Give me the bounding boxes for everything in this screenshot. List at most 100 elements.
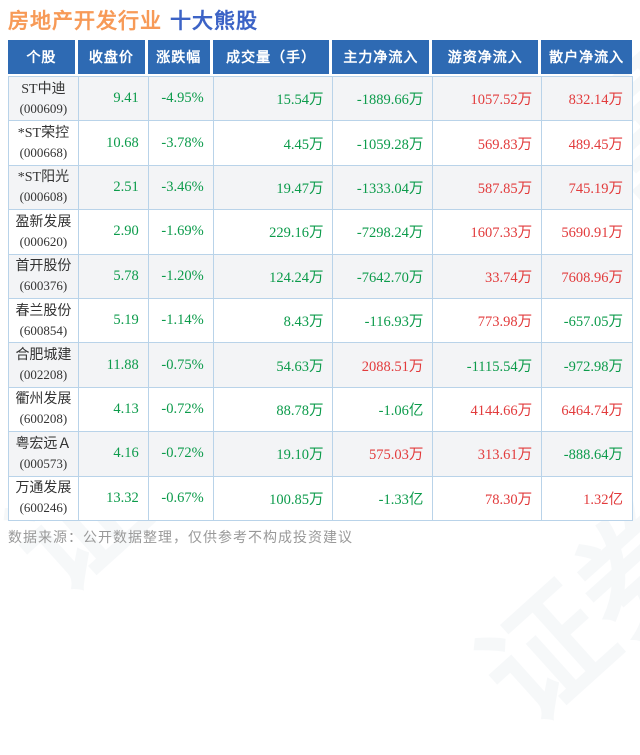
close-price: 13.32 <box>78 476 149 521</box>
stock-name: *ST阳光 <box>17 170 70 186</box>
table-row: 衢州发展 (600208) 4.13 -0.72% 88.78万 -1.06亿 … <box>9 387 634 433</box>
stock-cell: 合肥城建 (002208) <box>9 343 79 388</box>
change-percent: -1.20% <box>148 254 214 299</box>
hot-money-net-inflow: 4144.66万 <box>433 387 543 433</box>
volume: 19.47万 <box>213 165 334 211</box>
hot-money-net-inflow: 33.74万 <box>433 254 543 299</box>
change-percent: -0.72% <box>148 387 214 433</box>
stock-code: (600208) <box>19 411 68 427</box>
hot-money-net-inflow: 78.30万 <box>433 476 543 521</box>
col-header-main-inflow: 主力净流入 <box>332 40 433 74</box>
main-net-inflow: -7298.24万 <box>333 210 434 255</box>
close-price: 2.90 <box>78 210 149 255</box>
title-topic: 十大熊股 <box>170 10 258 33</box>
stock-code: (600376) <box>19 278 68 294</box>
main-net-inflow: 575.03万 <box>333 432 434 477</box>
close-price: 9.41 <box>78 77 149 122</box>
col-header-volume: 成交量（手） <box>212 40 333 74</box>
main-net-inflow: -1889.66万 <box>333 77 434 122</box>
stock-name: 合肥城建 <box>15 348 72 364</box>
stock-code: (600246) <box>19 500 68 516</box>
col-header-stock: 个股 <box>8 40 78 74</box>
stock-name: 衢州发展 <box>15 392 72 408</box>
table-row: 粤宏远Ａ (000573) 4.16 -0.72% 19.10万 575.03万… <box>9 432 634 477</box>
retail-net-inflow: -888.64万 <box>542 432 634 477</box>
table-row: ST中迪 (000609) 9.41 -4.95% 15.54万 -1889.6… <box>9 77 634 122</box>
stock-name: 春兰股份 <box>15 303 72 319</box>
retail-net-inflow: 489.45万 <box>542 121 634 166</box>
hot-money-net-inflow: 773.98万 <box>433 298 543 344</box>
stock-cell: *ST阳光 (000608) <box>9 165 79 211</box>
data-source-disclaimer: 数据来源：公开数据整理，仅供参考不构成投资建议 <box>8 529 353 545</box>
close-price: 5.19 <box>78 298 149 344</box>
close-price: 10.68 <box>78 121 149 166</box>
col-header-hot-money-inflow: 游资净流入 <box>432 40 542 74</box>
close-price: 11.88 <box>78 343 149 388</box>
main-net-inflow: 2088.51万 <box>333 343 434 388</box>
change-percent: -3.78% <box>148 121 214 166</box>
volume: 124.24万 <box>213 254 334 299</box>
table-row: 合肥城建 (002208) 11.88 -0.75% 54.63万 2088.5… <box>9 343 634 388</box>
main-net-inflow: -7642.70万 <box>333 254 434 299</box>
stock-code: (600854) <box>19 322 68 338</box>
volume: 8.43万 <box>213 298 334 344</box>
stock-cell: 春兰股份 (600854) <box>9 298 79 344</box>
stock-cell: 万通发展 (600246) <box>9 476 79 521</box>
table-row: *ST阳光 (000608) 2.51 -3.46% 19.47万 -1333.… <box>9 165 634 211</box>
table-header-row: 个股 收盘价 涨跌幅 成交量（手） 主力净流入 游资净流入 散户净流入 <box>8 40 632 74</box>
hot-money-net-inflow: 1607.33万 <box>433 210 543 255</box>
volume: 88.78万 <box>213 387 334 433</box>
stock-cell: ST中迪 (000609) <box>9 77 79 122</box>
volume: 54.63万 <box>213 343 334 388</box>
stock-code: (002208) <box>19 367 68 383</box>
stock-cell: *ST荣控 (000668) <box>9 121 79 166</box>
stock-name: 粤宏远Ａ <box>15 436 72 452</box>
table-body: ST中迪 (000609) 9.41 -4.95% 15.54万 -1889.6… <box>8 76 634 521</box>
volume: 229.16万 <box>213 210 334 255</box>
col-header-change-percent: 涨跌幅 <box>147 40 213 74</box>
col-header-close-price: 收盘价 <box>77 40 148 74</box>
table-row: 春兰股份 (600854) 5.19 -1.14% 8.43万 -116.93万… <box>9 298 634 344</box>
title-industry: 房地产开发行业 <box>8 10 162 33</box>
stock-code: (000573) <box>19 455 68 471</box>
change-percent: -0.67% <box>148 476 214 521</box>
retail-net-inflow: 1.32亿 <box>542 476 634 521</box>
stock-cell: 首开股份 (600376) <box>9 254 79 299</box>
hot-money-net-inflow: 313.61万 <box>433 432 543 477</box>
stock-code: (000620) <box>19 233 68 249</box>
stock-code: (000668) <box>19 145 68 161</box>
table-row: 首开股份 (600376) 5.78 -1.20% 124.24万 -7642.… <box>9 254 634 299</box>
change-percent: -0.75% <box>148 343 214 388</box>
change-percent: -0.72% <box>148 432 214 477</box>
retail-net-inflow: 745.19万 <box>542 165 634 211</box>
stock-code: (000609) <box>19 100 68 116</box>
page-title: 房地产开发行业 十大熊股 <box>8 5 258 35</box>
change-percent: -1.14% <box>148 298 214 344</box>
col-header-retail-inflow: 散户净流入 <box>541 40 632 74</box>
retail-net-inflow: 5690.91万 <box>542 210 634 255</box>
close-price: 4.13 <box>78 387 149 433</box>
retail-net-inflow: 832.14万 <box>542 77 634 122</box>
stock-name: ST中迪 <box>21 81 66 97</box>
change-percent: -3.46% <box>148 165 214 211</box>
change-percent: -4.95% <box>148 77 214 122</box>
hot-money-net-inflow: 587.85万 <box>433 165 543 211</box>
main-net-inflow: -1.06亿 <box>333 387 434 433</box>
stock-cell: 衢州发展 (600208) <box>9 387 79 433</box>
retail-net-inflow: 6464.74万 <box>542 387 634 433</box>
close-price: 2.51 <box>78 165 149 211</box>
volume: 4.45万 <box>213 121 334 166</box>
main-net-inflow: -116.93万 <box>333 298 434 344</box>
hot-money-net-inflow: 1057.52万 <box>433 77 543 122</box>
stock-name: 首开股份 <box>15 259 72 275</box>
retail-net-inflow: -972.98万 <box>542 343 634 388</box>
volume: 19.10万 <box>213 432 334 477</box>
retail-net-inflow: -657.05万 <box>542 298 634 344</box>
stock-name: 盈新发展 <box>15 214 72 230</box>
main-net-inflow: -1333.04万 <box>333 165 434 211</box>
stock-cell: 粤宏远Ａ (000573) <box>9 432 79 477</box>
stock-code: (000608) <box>19 189 68 205</box>
main-net-inflow: -1059.28万 <box>333 121 434 166</box>
stock-name: *ST荣控 <box>17 126 70 142</box>
table-row: 盈新发展 (000620) 2.90 -1.69% 229.16万 -7298.… <box>9 210 634 255</box>
